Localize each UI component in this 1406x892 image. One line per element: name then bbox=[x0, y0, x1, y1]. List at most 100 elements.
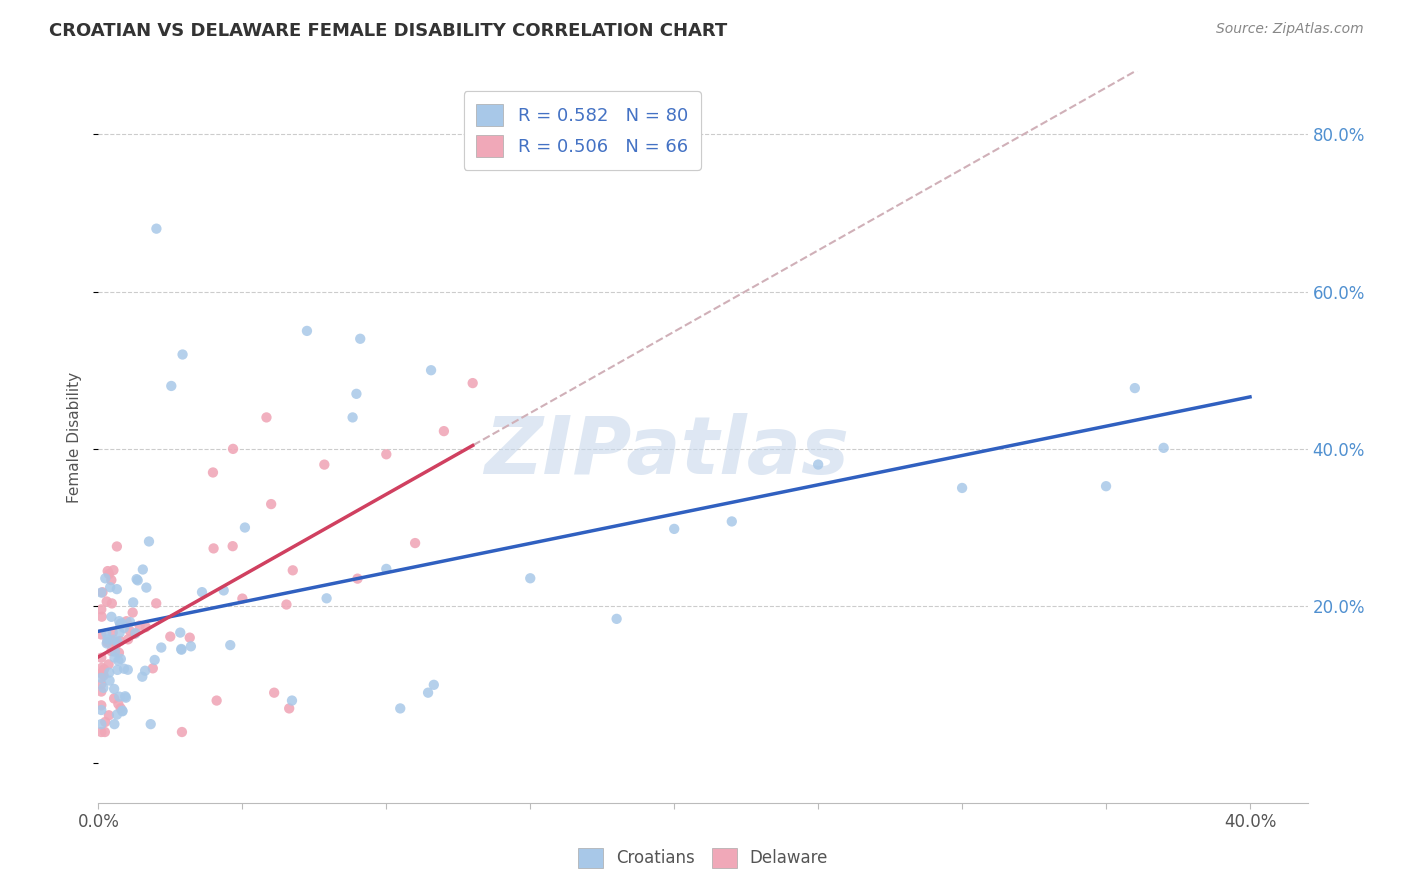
Point bbox=[105, 582, 128, 596]
Point bbox=[98, 665, 121, 680]
Point bbox=[314, 458, 336, 472]
Point bbox=[416, 686, 439, 700]
Point bbox=[103, 632, 125, 647]
Legend: Croatians, Delaware: Croatians, Delaware bbox=[571, 841, 835, 875]
Point bbox=[93, 662, 115, 676]
Point bbox=[93, 668, 115, 682]
Text: ZIPatlas: ZIPatlas bbox=[484, 413, 849, 491]
Point bbox=[342, 410, 364, 425]
Point bbox=[461, 376, 484, 390]
Point bbox=[179, 631, 201, 645]
Text: CROATIAN VS DELAWARE FEMALE DISABILITY CORRELATION CHART: CROATIAN VS DELAWARE FEMALE DISABILITY C… bbox=[49, 22, 727, 40]
Point bbox=[256, 410, 278, 425]
Point bbox=[134, 664, 156, 678]
Point bbox=[295, 324, 318, 338]
Point bbox=[90, 698, 112, 713]
Point bbox=[276, 598, 298, 612]
Point bbox=[90, 627, 112, 641]
Point bbox=[101, 625, 124, 640]
Point bbox=[131, 670, 153, 684]
Point bbox=[96, 636, 118, 650]
Point bbox=[375, 562, 398, 576]
Point bbox=[97, 567, 120, 582]
Point bbox=[90, 725, 112, 739]
Point bbox=[96, 594, 118, 608]
Point bbox=[160, 379, 183, 393]
Point bbox=[222, 442, 245, 456]
Point bbox=[96, 632, 118, 647]
Point bbox=[139, 717, 162, 731]
Point bbox=[100, 573, 122, 587]
Point bbox=[664, 522, 686, 536]
Point bbox=[111, 616, 134, 631]
Point bbox=[346, 572, 368, 586]
Point bbox=[111, 704, 134, 718]
Point bbox=[125, 572, 148, 586]
Point bbox=[606, 612, 628, 626]
Point bbox=[101, 596, 124, 610]
Point bbox=[145, 596, 167, 610]
Point bbox=[120, 615, 142, 629]
Point bbox=[170, 642, 193, 657]
Point bbox=[221, 539, 243, 553]
Point bbox=[122, 595, 145, 609]
Point bbox=[97, 564, 120, 578]
Point bbox=[105, 540, 128, 554]
Point bbox=[108, 634, 131, 648]
Point bbox=[103, 650, 125, 665]
Point bbox=[420, 363, 443, 377]
Point bbox=[105, 637, 128, 651]
Point bbox=[112, 621, 135, 635]
Point bbox=[115, 614, 138, 628]
Point bbox=[128, 618, 150, 632]
Point bbox=[90, 602, 112, 616]
Point bbox=[94, 571, 117, 585]
Text: Source: ZipAtlas.com: Source: ZipAtlas.com bbox=[1216, 22, 1364, 37]
Point bbox=[191, 585, 214, 599]
Point bbox=[100, 610, 122, 624]
Point bbox=[104, 645, 127, 659]
Point bbox=[107, 654, 129, 668]
Point bbox=[108, 625, 131, 640]
Point bbox=[720, 515, 742, 529]
Point bbox=[121, 606, 143, 620]
Point bbox=[260, 497, 283, 511]
Point bbox=[423, 678, 446, 692]
Point bbox=[124, 626, 146, 640]
Point bbox=[117, 663, 139, 677]
Point bbox=[110, 652, 132, 666]
Point bbox=[145, 221, 167, 235]
Point bbox=[94, 714, 117, 729]
Point bbox=[433, 424, 456, 438]
Point bbox=[97, 708, 120, 723]
Point bbox=[807, 458, 830, 472]
Point bbox=[281, 693, 304, 707]
Point bbox=[118, 624, 141, 638]
Point bbox=[950, 481, 973, 495]
Point bbox=[103, 634, 125, 648]
Point bbox=[114, 690, 136, 704]
Point bbox=[212, 583, 235, 598]
Point bbox=[108, 614, 131, 628]
Point bbox=[281, 563, 304, 577]
Point bbox=[96, 635, 118, 649]
Point bbox=[201, 466, 224, 480]
Point bbox=[90, 717, 112, 731]
Point bbox=[143, 653, 166, 667]
Point bbox=[135, 620, 157, 634]
Point bbox=[91, 667, 114, 681]
Point bbox=[107, 697, 129, 711]
Point bbox=[278, 701, 301, 715]
Point bbox=[205, 693, 228, 707]
Point bbox=[263, 686, 285, 700]
Point bbox=[180, 640, 202, 654]
Point bbox=[233, 520, 256, 534]
Point bbox=[110, 701, 132, 715]
Point bbox=[135, 581, 157, 595]
Point bbox=[105, 707, 128, 722]
Point bbox=[111, 704, 134, 718]
Point bbox=[90, 585, 112, 599]
Point bbox=[170, 642, 193, 657]
Point bbox=[90, 650, 112, 665]
Point bbox=[91, 585, 114, 599]
